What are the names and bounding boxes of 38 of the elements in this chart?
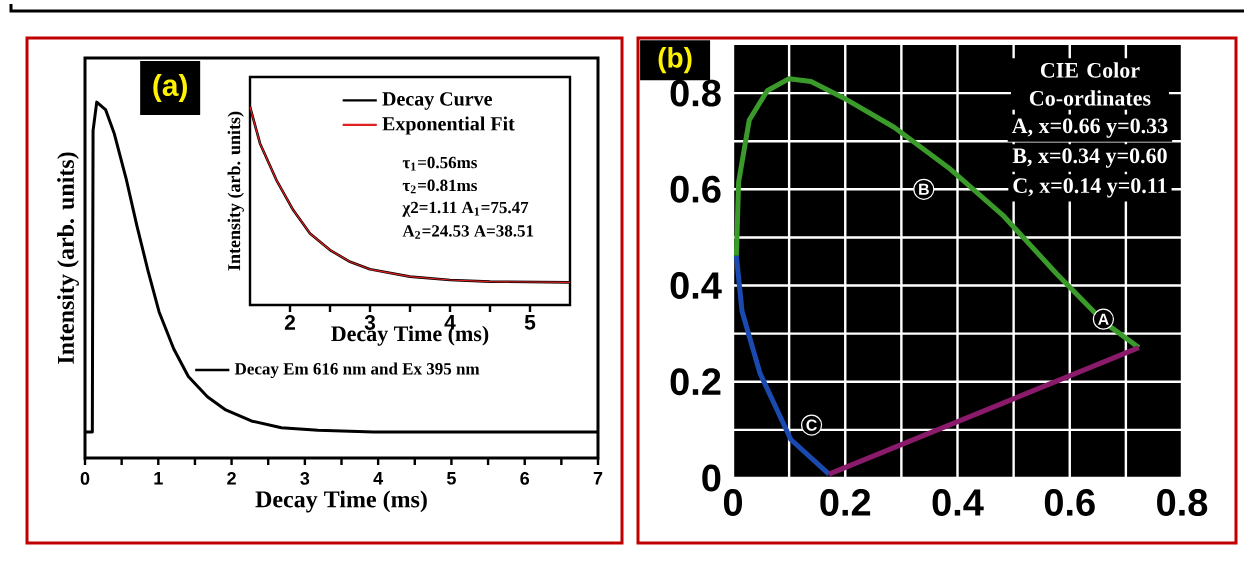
x-tick-label: 0.6	[1044, 489, 1095, 516]
x-axis-title: Decay Time (ms)	[255, 490, 427, 513]
legend-label: Decay Curve	[382, 92, 492, 110]
annotation: B	[919, 183, 929, 195]
x-tick-label: 4	[373, 472, 384, 485]
annotation: CIE Color Co-ordinates	[1029, 62, 1151, 106]
legend-label: Exponential Fit	[382, 116, 515, 135]
annotation: A	[1098, 313, 1109, 325]
x-tick-label: 0.4	[932, 489, 984, 516]
y-tick-label: 0.4	[670, 272, 722, 299]
x-tick-label: 0.2	[820, 489, 871, 516]
annotation: A$_{2}$=24.53 A=38.51	[402, 225, 534, 239]
annotation: τ$_{2}$=0.81ms	[402, 179, 477, 194]
x-tick-label: 2	[227, 472, 236, 485]
x-tick-label: 5	[524, 315, 536, 330]
annotation: B, x=0.34 y=0.60	[1012, 148, 1167, 168]
annotation: χ2=1.11 A$_{1}$=75.47	[402, 201, 529, 217]
x-tick-label: 6	[520, 472, 530, 485]
x-tick-label: 1	[154, 472, 163, 485]
legend-label: Decay Em 616 nm and Ex 395 nm	[234, 362, 480, 379]
y-tick-label: 0.8	[670, 79, 721, 107]
x-tick-label: 3	[300, 472, 310, 485]
y-tick-label: 0.6	[670, 175, 721, 203]
y-tick-label: 0.2	[670, 368, 721, 396]
annotation: C, x=0.14 y=0.11	[1013, 178, 1167, 198]
x-tick-label: 2	[284, 315, 295, 330]
x-tick-label: 7	[593, 472, 603, 485]
x-tick-label: 0.8	[1157, 489, 1208, 516]
x-tick-label: 0	[80, 472, 90, 485]
y-axis-title: Intensity (arb. units)	[57, 152, 79, 364]
x-tick-label: 0	[723, 489, 743, 516]
y-axis-title: Intensity (arb. units)	[227, 111, 244, 271]
annotation: τ$_{1}$=0.56ms	[402, 156, 477, 171]
annotation: A, x=0.66 y=0.33	[1011, 118, 1168, 138]
text: (a)	[153, 74, 187, 102]
text: (b)	[658, 47, 692, 74]
x-tick-label: 5	[446, 472, 456, 485]
annotation: C	[806, 419, 817, 431]
